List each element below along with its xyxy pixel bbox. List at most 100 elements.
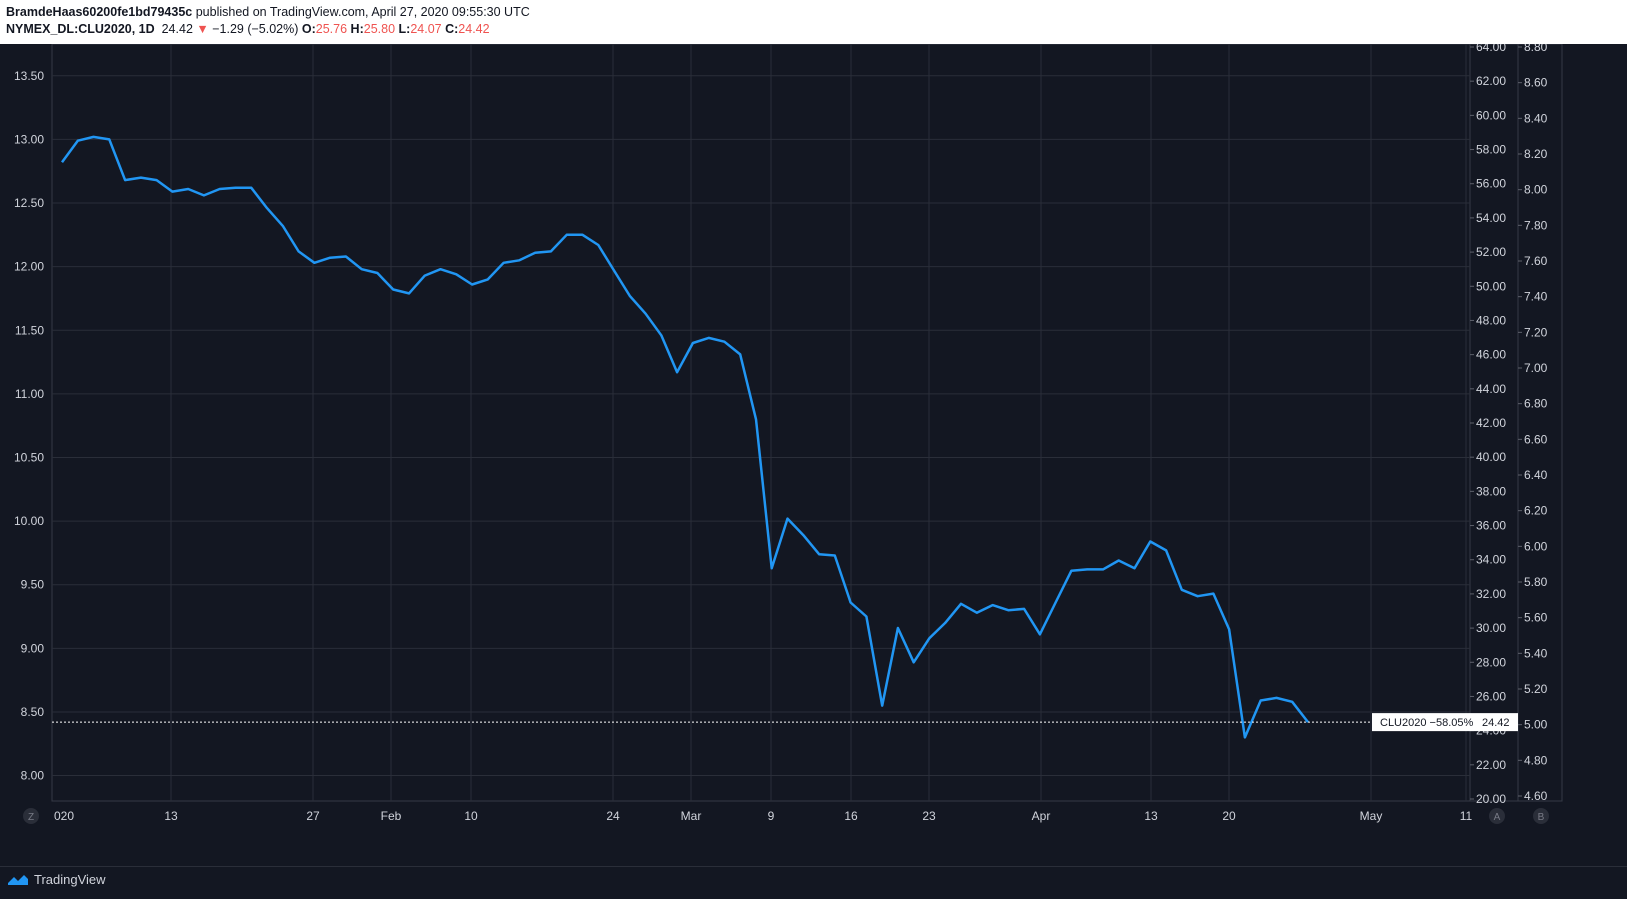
left-tick-label: 11.50 [15,323,44,337]
right2-tick-label: 6.40 [1524,468,1548,482]
left-price-axis[interactable]: 8.008.509.009.5010.0010.5011.0011.5012.0… [14,69,44,783]
right2-tick-label: 7.20 [1524,325,1548,339]
right1-tick-label: 64.00 [1476,44,1506,54]
grid-lines [52,44,1562,801]
right2-tick-label: 4.80 [1524,753,1548,767]
right1-tick-label: 20.00 [1476,792,1506,806]
right2-tick-label: 5.80 [1524,575,1548,589]
ohlc-line: NYMEX_DL:CLU2020, 1D 24.42 ▼ −1.29 (−5.0… [6,22,490,36]
right1-tick-label: 26.00 [1476,689,1506,703]
x-tick-label: 16 [844,809,858,823]
price-line-series [62,137,1308,738]
x-tick-label: Apr [1032,809,1051,823]
x-tick-label: 020 [54,809,74,823]
left-tick-label: 10.00 [14,514,44,528]
symbol-label: NYMEX_DL:CLU2020, 1D [6,22,155,36]
low-label: L: [399,22,411,36]
open-label: O: [302,22,316,36]
x-tick-label: 9 [768,809,775,823]
right2-tick-label: 8.80 [1524,44,1548,54]
right1-tick-label: 42.00 [1476,416,1506,430]
left-tick-label: 9.00 [21,641,45,655]
left-tick-label: 8.00 [21,769,45,783]
right2-tick-label: 6.60 [1524,432,1548,446]
left-tick-label: 13.00 [14,132,44,146]
x-tick-label: 27 [306,809,320,823]
x-tick-label: 13 [164,809,178,823]
left-tick-label: 12.00 [14,260,44,274]
low-value: 24.07 [410,22,441,36]
right2-tick-label: 5.20 [1524,682,1548,696]
x-tick-label: May [1360,809,1383,823]
right1-tick-label: 46.00 [1476,348,1506,362]
price-tag: CLU2020 −58.05% 24.42 [1372,713,1518,731]
right1-tick-label: 36.00 [1476,519,1506,533]
right2-tick-label: 7.80 [1524,218,1548,232]
right2-tick-label: 4.60 [1524,789,1548,803]
right1-tick-label: 38.00 [1476,484,1506,498]
x-tick-label: 13 [1144,809,1158,823]
price-line [62,137,1308,738]
right2-tick-label: 7.60 [1524,254,1548,268]
down-arrow-icon: ▼ [196,22,208,36]
tradingview-brand[interactable]: TradingView [6,872,106,887]
publish-line: BramdeHaas60200fe1bd79435c published on … [6,5,530,19]
right2-tick-label: 8.60 [1524,76,1548,90]
right1-tick-label: 44.00 [1476,382,1506,396]
price-tag-label: CLU2020 −58.05% [1380,717,1473,729]
right2-tick-label: 6.00 [1524,539,1548,553]
plot-frame [52,44,1562,801]
left-tick-label: 12.50 [14,196,44,210]
high-value: 25.80 [364,22,395,36]
x-tick-label: 23 [922,809,936,823]
right1-tick-label: 58.00 [1476,143,1506,157]
right1-tick-label: 60.00 [1476,108,1506,122]
right1-tick-label: 54.00 [1476,211,1506,225]
right2-tick-label: 8.40 [1524,111,1548,125]
right1-tick-label: 30.00 [1476,621,1506,635]
x-tick-label: 20 [1222,809,1236,823]
x-tick-label: 24 [606,809,620,823]
right2-tick-label: 8.00 [1524,183,1548,197]
time-axis[interactable]: 020 13 27 Feb 10 24 Mar 9 16 23 Apr 13 20 May 11 [54,809,1473,823]
right2-tick-label: 5.00 [1524,718,1548,732]
left-tick-label: 11.00 [15,387,44,401]
right2-tick-label: 8.20 [1524,147,1548,161]
right1-tick-label: 28.00 [1476,655,1506,669]
x-tick-label: Feb [381,809,402,823]
right1-tick-label: 34.00 [1476,553,1506,567]
x-tick-label: 11 [1460,809,1473,823]
price-change: −1.29 (−5.02%) [212,22,298,36]
x-tick-label: Mar [681,809,702,823]
right-price-axis-1[interactable]: 20.0022.0024.0026.0028.0030.0032.0034.00… [1470,44,1506,806]
price-chart[interactable]: 8.008.509.009.5010.0010.5011.0011.5012.0… [0,44,1627,866]
axis-buttons: Z A B [23,808,1549,824]
right1-tick-label: 48.00 [1476,313,1506,327]
z-button-label: Z [28,812,34,823]
right2-tick-label: 6.80 [1524,397,1548,411]
right-price-axis-2[interactable]: 4.60 4.80 5.00 5.20 5.40 5.60 5.80 6.00 6.20 6.40… [1518,44,1548,803]
right2-tick-label: 5.40 [1524,646,1548,660]
a-button-label: A [1494,812,1501,823]
price-tag-value: 24.42 [1482,717,1510,729]
published-text: published on TradingView.com, April 27, … [196,5,530,19]
right1-tick-label: 56.00 [1476,177,1506,191]
right1-tick-label: 40.00 [1476,450,1506,464]
brand-label: TradingView [34,872,106,887]
publisher-name[interactable]: BramdeHaas60200fe1bd79435c [6,5,192,19]
left-tick-label: 13.50 [14,69,44,83]
right1-tick-label: 32.00 [1476,587,1506,601]
left-tick-label: 10.50 [14,450,44,464]
high-label: H: [351,22,364,36]
right2-tick-label: 7.40 [1524,290,1548,304]
right2-tick-label: 6.20 [1524,504,1548,518]
last-price: 24.42 [162,22,193,36]
b-button-label: B [1538,812,1545,823]
right1-tick-label: 62.00 [1476,74,1506,88]
close-value: 24.42 [458,22,489,36]
left-tick-label: 9.50 [21,578,45,592]
footer-bar [0,866,1627,899]
x-tick-label: 10 [464,809,478,823]
tradingview-logo-icon [6,873,30,887]
right2-tick-label: 5.60 [1524,611,1548,625]
